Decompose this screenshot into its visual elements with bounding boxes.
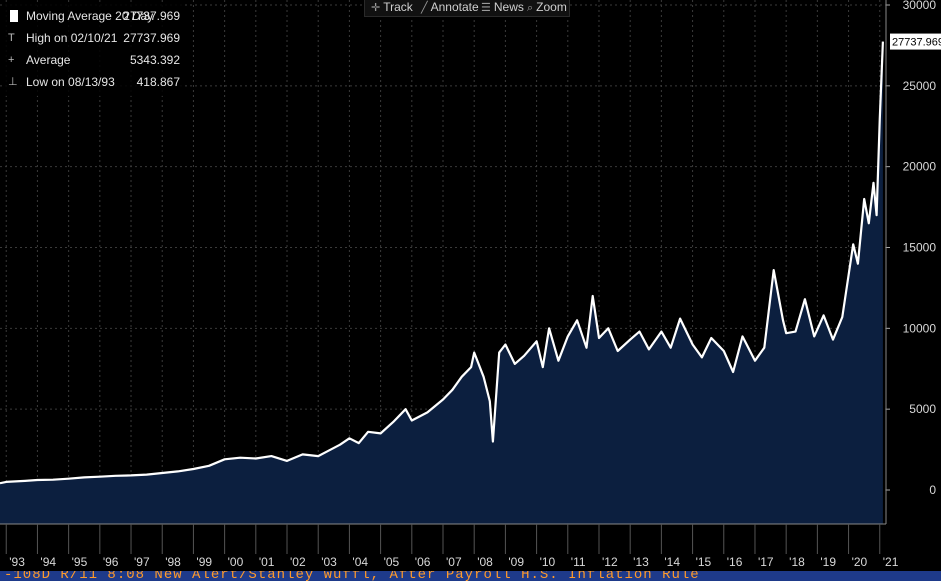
x-tick-label: '05 <box>384 555 400 569</box>
y-tick-label: 5000 <box>909 402 936 416</box>
legend-high-value: 27737.969 <box>123 31 180 45</box>
high-marker-icon: T <box>8 32 15 44</box>
x-tick-label: '94 <box>40 555 56 569</box>
annotate-label: Annotate <box>430 0 479 14</box>
x-tick-label: '06 <box>415 555 431 569</box>
y-tick-label: 25000 <box>903 79 937 93</box>
chart-toolbar: ✛ Track ╱ Annotate ☰ News ⌕ Zoom <box>364 0 570 17</box>
x-tick-label: '96 <box>103 555 119 569</box>
x-axis: '93 '94 '95 '96 '97 '98 '99 '00 '01 '02 '03 '04 '05 '… <box>0 523 899 569</box>
legend-row-high: T High on 02/10/21 27737.969 <box>4 28 184 48</box>
zoom-label: Zoom <box>536 0 567 14</box>
x-tick-label: '00 <box>228 555 244 569</box>
x-tick-label: '93 <box>9 555 25 569</box>
x-tick-label: '15 <box>696 555 712 569</box>
x-tick-label: '01 <box>259 555 275 569</box>
legend-series-value: 27737.969 <box>123 9 180 23</box>
x-tick-label: '99 <box>196 555 212 569</box>
average-marker-icon: + <box>8 54 15 66</box>
news-icon: ☰ <box>481 2 491 14</box>
low-marker-icon: ⊥ <box>8 76 18 88</box>
legend-low-label: Low on 08/13/93 <box>26 75 115 89</box>
x-tick-label: '14 <box>664 555 680 569</box>
x-tick-label: '16 <box>727 555 743 569</box>
y-tick-label: 30000 <box>903 0 937 12</box>
x-tick-label: '12 <box>602 555 618 569</box>
series-swatch <box>10 10 18 22</box>
x-tick-label: '09 <box>508 555 524 569</box>
track-button[interactable]: ✛ Track <box>371 0 413 16</box>
x-tick-label: '13 <box>633 555 649 569</box>
x-tick-label: '02 <box>290 555 306 569</box>
legend-row-average: + Average 5343.392 <box>4 50 184 70</box>
last-value-text: 27737.969 <box>892 37 941 49</box>
legend-average-value: 5343.392 <box>129 53 180 67</box>
crosshair-icon: ✛ <box>371 2 381 14</box>
legend-series-label: Moving Average 20 Day <box>26 9 154 23</box>
last-value-label: 27737.969 <box>890 33 941 50</box>
y-tick-label: 15000 <box>903 241 937 255</box>
magnifier-icon: ⌕ <box>527 2 534 14</box>
x-tick-label: '08 <box>477 555 493 569</box>
series-area-fill <box>0 41 883 524</box>
legend-low-value: 418.867 <box>136 75 180 89</box>
zoom-button[interactable]: ⌕ Zoom <box>527 0 567 16</box>
y-axis: 30000 25000 20000 15000 10000 5000 0 <box>885 0 937 524</box>
x-tick-label: '17 <box>758 555 774 569</box>
pencil-icon: ╱ <box>421 2 428 14</box>
track-label: Track <box>383 0 413 14</box>
x-tick-label: '10 <box>540 555 556 569</box>
ticker-text: -108D R/11 8:08 New Alert/Stanley Wuffl,… <box>4 571 700 581</box>
y-tick-label: 20000 <box>903 160 937 174</box>
legend-row-series[interactable]: Moving Average 20 Day 27737.969 <box>4 6 184 26</box>
legend-high-label: High on 02/10/21 <box>26 31 118 45</box>
x-tick-label: '21 <box>883 555 899 569</box>
x-tick-label: '18 <box>789 555 805 569</box>
legend-row-low: ⊥ Low on 08/13/93 418.867 <box>4 72 184 92</box>
x-tick-label: '20 <box>852 555 868 569</box>
x-tick-label: '98 <box>165 555 181 569</box>
y-tick-label: 10000 <box>903 321 937 335</box>
news-ticker[interactable]: -108D R/11 8:08 New Alert/Stanley Wuffl,… <box>0 571 941 581</box>
y-tick-label: 0 <box>929 483 936 497</box>
annotate-button[interactable]: ╱ Annotate <box>421 0 479 16</box>
x-tick-label: '19 <box>820 555 836 569</box>
last-value-badge <box>890 33 941 50</box>
x-tick-label: '97 <box>134 555 150 569</box>
x-tick-label: '04 <box>352 555 368 569</box>
x-tick-label: '11 <box>571 555 586 569</box>
news-label: News <box>493 0 524 14</box>
x-tick-label: '07 <box>446 555 462 569</box>
series-line <box>0 41 884 485</box>
chart-legend: Moving Average 20 Day 27737.969 T High o… <box>4 4 184 96</box>
news-button[interactable]: ☰ News <box>481 0 524 16</box>
legend-average-label: Average <box>26 53 71 67</box>
x-tick-label: '95 <box>72 555 88 569</box>
x-tick-label: '03 <box>321 555 337 569</box>
